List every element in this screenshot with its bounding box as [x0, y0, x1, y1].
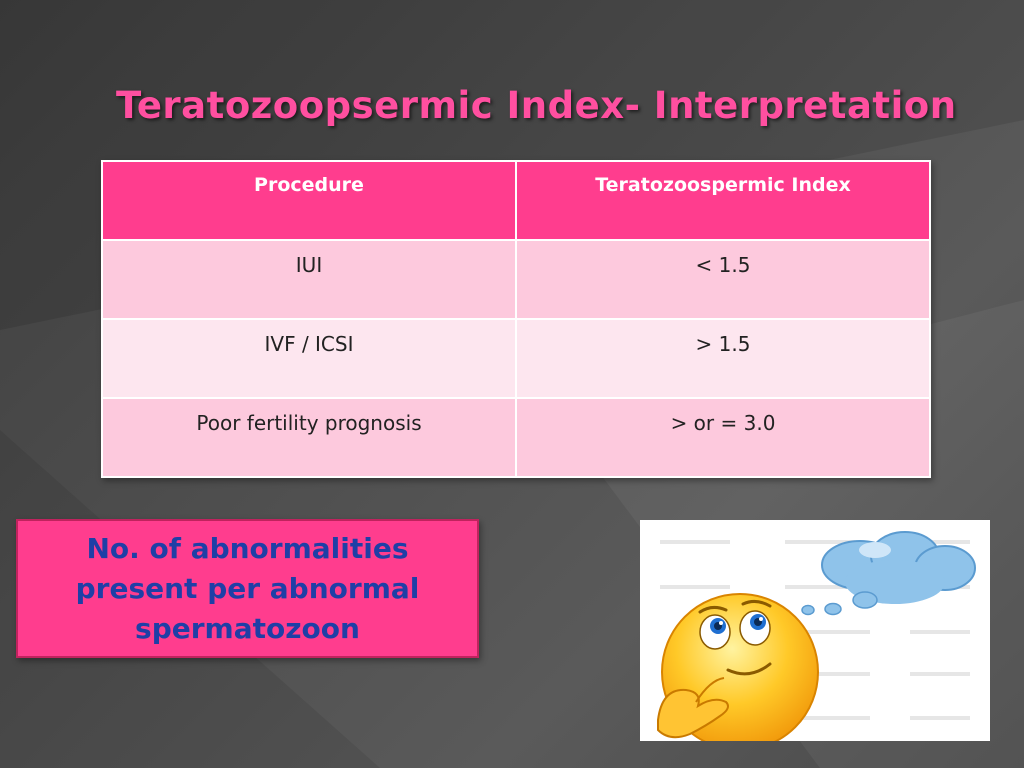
index-cell: > or = 3.0 — [515, 397, 931, 478]
table-header-row: Procedure Teratozoospermic Index — [101, 160, 931, 241]
procedure-cell: IUI — [101, 239, 517, 320]
thinking-emoji-icon — [657, 531, 976, 741]
hand-icon — [657, 677, 729, 739]
column-header-procedure: Procedure — [101, 160, 517, 241]
column-header-index: Teratozoospermic Index — [515, 160, 931, 241]
definition-callout-box: No. of abnormalities present per abnorma… — [16, 519, 479, 658]
thinking-emoji-picture — [640, 520, 990, 741]
index-cell: > 1.5 — [515, 318, 931, 399]
table-row: IUI < 1.5 — [101, 239, 931, 320]
thought-cloud-icon — [801, 531, 976, 616]
definition-callout-text: No. of abnormalities present per abnorma… — [75, 531, 420, 645]
index-cell: < 1.5 — [515, 239, 931, 320]
procedure-cell: IVF / ICSI — [101, 318, 517, 399]
procedure-cell: Poor fertility prognosis — [101, 397, 517, 478]
table-row: Poor fertility prognosis > or = 3.0 — [101, 397, 931, 478]
slide-title: Teratozoopsermic Index- Interpretation — [116, 84, 957, 127]
interpretation-table: Procedure Teratozoospermic Index IUI < 1… — [101, 160, 931, 478]
table-row: IVF / ICSI > 1.5 — [101, 318, 931, 399]
